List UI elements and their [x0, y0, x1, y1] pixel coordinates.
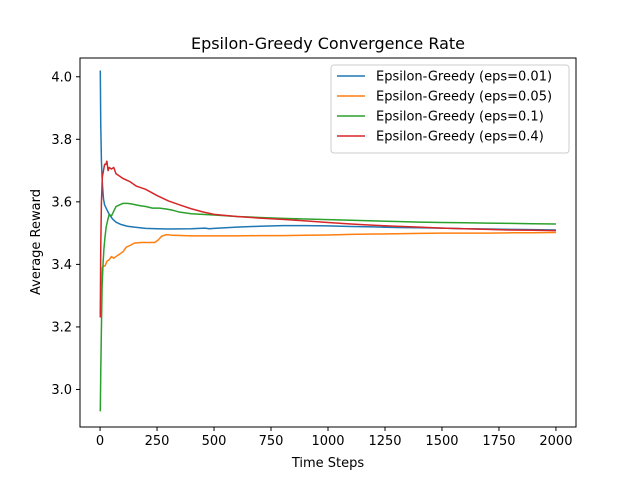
chart-title: Epsilon-Greedy Convergence Rate — [191, 34, 465, 53]
y-tick-label: 3.2 — [51, 320, 72, 335]
legend-label-2: Epsilon-Greedy (eps=0.1) — [376, 110, 544, 125]
x-tick-label: 1000 — [311, 434, 344, 449]
x-tick-label: 2000 — [539, 434, 572, 449]
legend-label-0: Epsilon-Greedy (eps=0.01) — [376, 70, 552, 85]
y-tick-label: 3.6 — [51, 195, 72, 210]
y-tick-label: 3.0 — [51, 383, 72, 398]
legend: Epsilon-Greedy (eps=0.01) Epsilon-Greedy … — [330, 64, 570, 154]
x-tick-label: 1500 — [425, 434, 458, 449]
y-axis-label: Average Reward — [29, 189, 44, 295]
y-tick-label: 3.4 — [51, 258, 72, 273]
x-tick-label: 750 — [259, 434, 284, 449]
series-line-2 — [99, 202, 556, 412]
x-tick-label: 1250 — [368, 434, 401, 449]
legend-box — [330, 64, 570, 154]
legend-label-1: Epsilon-Greedy (eps=0.05) — [376, 90, 552, 105]
series-line-1 — [99, 231, 556, 315]
x-tick-label: 250 — [145, 434, 170, 449]
y-tick-label: 4.0 — [51, 70, 72, 85]
x-tick-label: 1750 — [482, 434, 515, 449]
x-tick-label: 0 — [96, 434, 104, 449]
series-lines — [99, 70, 556, 412]
legend-label-3: Epsilon-Greedy (eps=0.4) — [376, 130, 544, 145]
x-tick-label: 500 — [202, 434, 227, 449]
axis-ticks: 0 250 500 750 1000 1250 1500 1750 2000 3.0 3.2 3.4 3… — [51, 70, 572, 449]
x-axis-label: Time Steps — [291, 456, 365, 471]
y-tick-label: 3.8 — [51, 133, 72, 148]
series-line-3 — [99, 160, 556, 318]
